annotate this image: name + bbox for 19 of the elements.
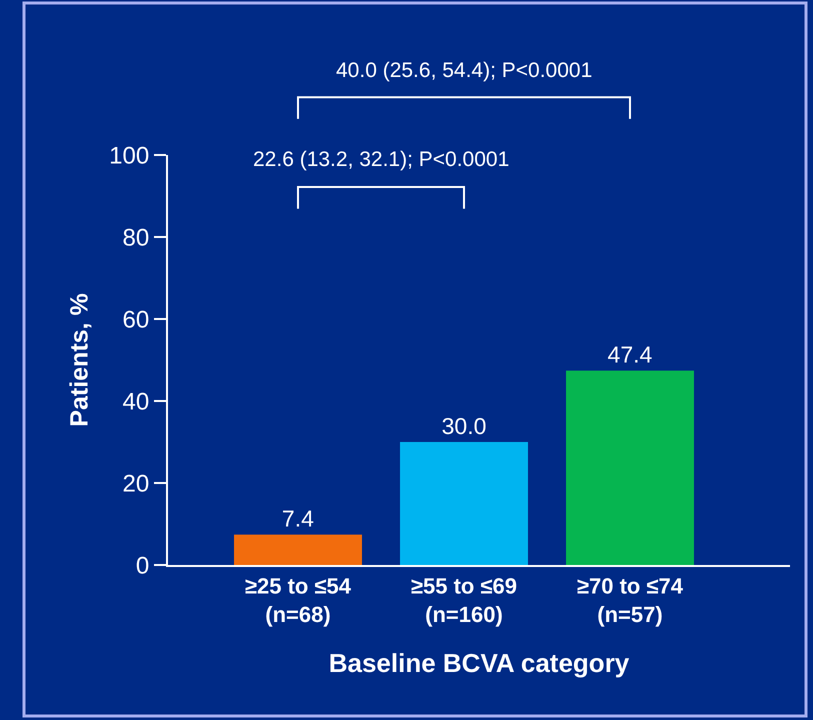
y-tick-label: 80 (122, 224, 150, 252)
y-axis-title: Patients, % (65, 293, 94, 427)
y-tick-label: 60 (122, 306, 150, 334)
y-tick-label: 100 (109, 142, 150, 170)
x-tick-label: ≥70 to ≤74 (n=57) (576, 573, 684, 627)
text: 40.0 (25.6, 54.4); P<0.0001 (336, 59, 592, 82)
y-tick-label: 20 (122, 470, 150, 498)
annotation: 22.6 (13.2, 32.1); P<0.0001 (253, 148, 510, 171)
bar (566, 370, 694, 565)
y-tick-label: 40 (122, 388, 150, 416)
bar (234, 534, 362, 565)
data-label: 30.0 (442, 413, 486, 439)
bar (400, 442, 528, 565)
data-label: 7.4 (282, 506, 314, 532)
x-axis-title: Baseline BCVA category (328, 648, 630, 678)
x-tick-label: ≥25 to ≤54 (n=68) (244, 573, 352, 627)
data-label: 47.4 (608, 342, 652, 368)
y-tick-label: 0 (136, 552, 150, 580)
x-tick-label: ≥55 to ≤69 (n=160) (410, 573, 518, 627)
